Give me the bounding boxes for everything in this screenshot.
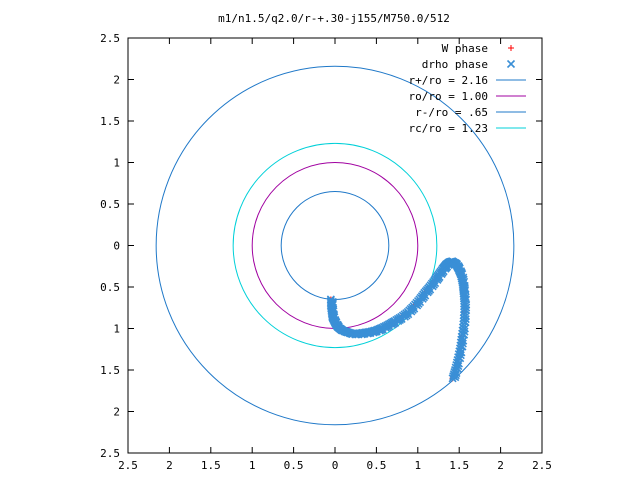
circle-series-2	[155, 65, 515, 426]
y-tick-label: 2.5	[100, 32, 120, 45]
x-tick-label: 2.5	[532, 459, 552, 472]
x-tick-label: 1.5	[449, 459, 469, 472]
y-tick-label: 1	[113, 323, 120, 336]
y-tick-label: 2	[113, 406, 120, 419]
legend-marker	[506, 59, 516, 69]
drho-phase-series	[326, 257, 471, 383]
x-tick-label: 2.5	[118, 459, 138, 472]
x-tick-label: 0	[332, 459, 339, 472]
x-tick-label: 1.5	[201, 459, 221, 472]
series-layer	[155, 65, 515, 426]
x-tick-label: 0.5	[284, 459, 304, 472]
x-tick-label: 1	[414, 459, 421, 472]
axis-ticks: 2.5 2 1.5 1 0.5 0 0.5 1 1.5 2 2.52.521.510.500.511…	[100, 32, 552, 472]
legend-label: rc/ro = 1.23	[409, 122, 488, 135]
legend-label: ro/ro = 1.00	[409, 90, 488, 103]
legend: W phase drho phase r+/ro = 2.16 ro/ro = 1.0…	[409, 42, 526, 135]
y-tick-label: 0	[113, 240, 120, 253]
legend-label: r-/ro = .65	[415, 106, 488, 119]
y-tick-label: 1.5	[100, 364, 120, 377]
y-tick-label: 2.5	[100, 447, 120, 460]
y-tick-label: 0.5	[100, 281, 120, 294]
y-tick-label: 1	[113, 157, 120, 170]
y-tick-label: 1.5	[100, 115, 120, 128]
circle-series-4	[280, 191, 390, 300]
legend-marker	[508, 45, 514, 51]
y-tick-label: 0.5	[100, 198, 120, 211]
legend-label: r+/ro = 2.16	[409, 74, 488, 87]
legend-label: drho phase	[422, 58, 488, 71]
x-tick-label: 2	[166, 459, 173, 472]
x-tick-label: 0.5	[366, 459, 386, 472]
drho-phase-point	[448, 374, 457, 383]
drho-phase-point	[460, 307, 469, 316]
y-tick-label: 2	[113, 74, 120, 87]
x-tick-label: 1	[249, 459, 256, 472]
circle-series-5	[232, 142, 438, 349]
legend-label: W phase	[442, 42, 488, 55]
x-tick-label: 2	[497, 459, 504, 472]
chart-title: m1/n1.5/q2.0/r-+.30-j155/M750.0/512	[218, 12, 450, 25]
